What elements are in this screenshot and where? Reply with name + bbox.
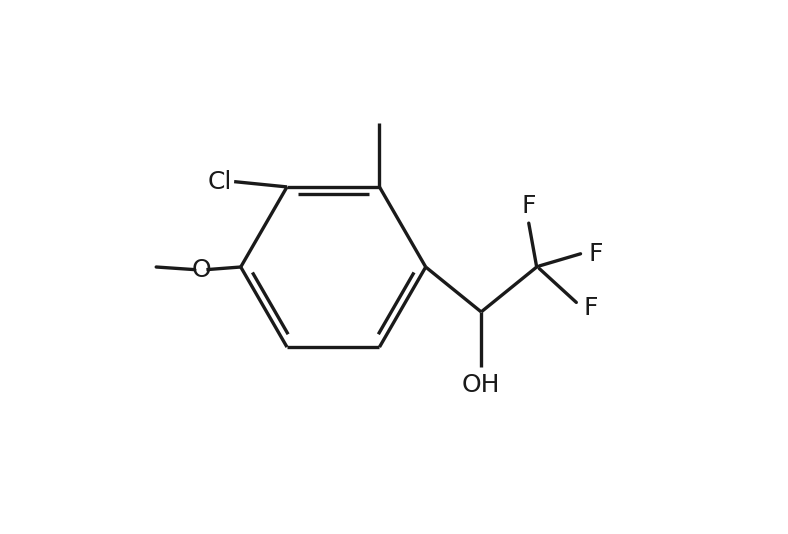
Text: F: F <box>589 242 603 266</box>
Text: OH: OH <box>462 373 500 397</box>
Text: F: F <box>522 194 536 218</box>
Text: O: O <box>191 257 211 281</box>
Text: F: F <box>583 296 597 320</box>
Text: Cl: Cl <box>208 170 232 194</box>
